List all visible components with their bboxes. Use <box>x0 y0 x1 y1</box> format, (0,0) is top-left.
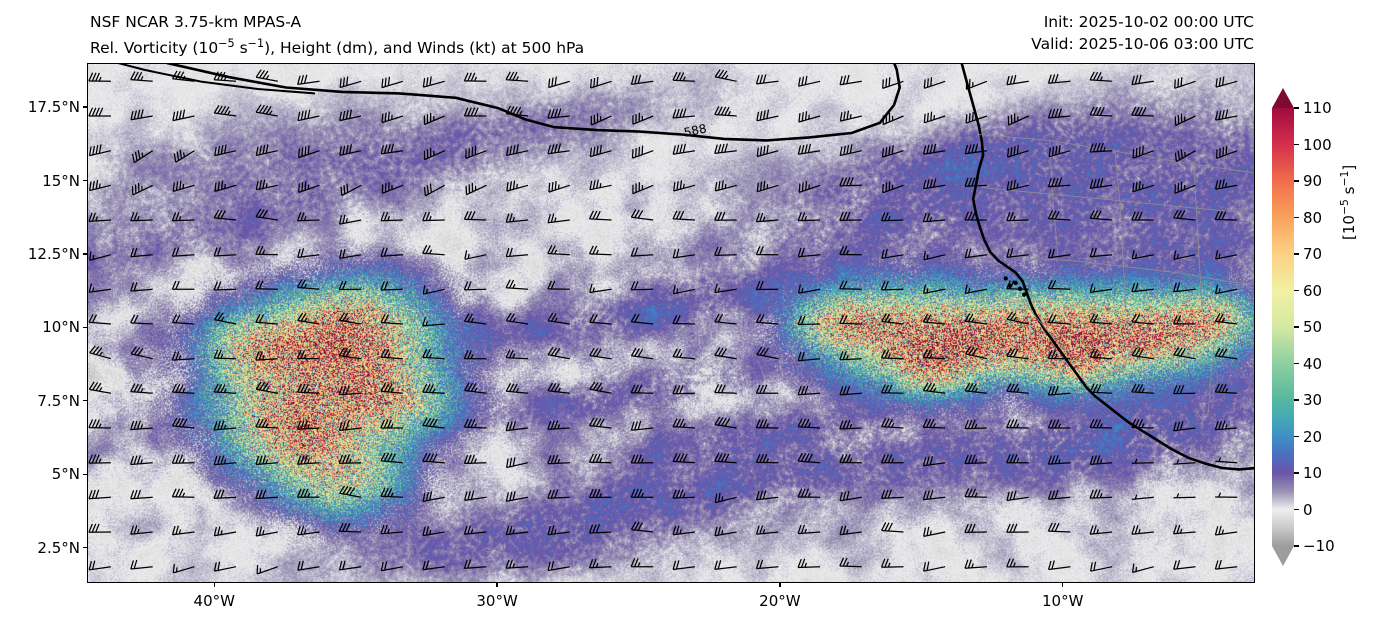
colorbar-tick-label: 0 <box>1303 500 1313 519</box>
colorbar-tick-mark <box>1294 143 1299 146</box>
colorbar-tick-label: 60 <box>1303 281 1323 300</box>
colorbar-tick-mark <box>1294 362 1299 365</box>
colorbar-tick-label: 90 <box>1303 172 1323 190</box>
y-tick-label: 7.5°N <box>37 391 80 410</box>
colorbar-tick-label: 10 <box>1303 464 1323 482</box>
colorbar-tick-mark <box>1294 180 1299 182</box>
init-time-label: Init: 2025-10-02 00:00 UTC <box>1043 13 1254 31</box>
colorbar-tick-mark <box>1294 107 1299 109</box>
y-tick-mark <box>83 473 87 475</box>
chart-title-left: NSF NCAR 3.75-km MPAS-A Rel. Vorticity (… <box>90 11 584 59</box>
x-tick-mark <box>213 583 215 587</box>
colorbar-tick-label: 30 <box>1303 391 1323 409</box>
colorbar-tick-label: 50 <box>1303 318 1323 336</box>
y-tick-label: 12.5°N <box>27 244 80 263</box>
colorbar-tick-mark <box>1294 289 1299 292</box>
x-tick-label: 30°W <box>476 592 518 610</box>
x-tick-mark <box>496 583 498 587</box>
y-tick-label: 15°N <box>42 171 80 190</box>
colorbar-tick-mark <box>1294 399 1299 401</box>
y-tick-label: 2.5°N <box>37 538 80 557</box>
y-tick-mark <box>83 547 87 549</box>
colorbar-tick-mark <box>1294 435 1299 438</box>
valid-time-label: Valid: 2025-10-06 03:00 UTC <box>1031 35 1254 53</box>
chart-title-right: Init: 2025-10-02 00:00 UTC Valid: 2025-1… <box>1031 11 1254 55</box>
colorbar-tick-label: 70 <box>1303 245 1323 263</box>
colorbar-tick-mark <box>1294 253 1299 255</box>
y-tick-label: 17.5°N <box>27 98 80 117</box>
x-tick-label: 40°W <box>193 592 235 610</box>
vorticity-shading-layer <box>88 64 1254 582</box>
colorbar-tick-label: 100 <box>1303 135 1332 154</box>
colorbar-tick-mark <box>1294 472 1299 474</box>
field-description-line: Rel. Vorticity (10−5 s−1), Height (dm), … <box>90 37 585 58</box>
map-plot-area: 588 <box>87 63 1255 583</box>
colorbar-tick-label: −10 <box>1303 537 1335 555</box>
y-tick-label: 5°N <box>51 465 80 484</box>
x-tick-label: 20°W <box>759 592 801 610</box>
colorbar-extend-min-arrow <box>1272 546 1294 566</box>
colorbar-tick-label: 40 <box>1303 354 1323 373</box>
colorbar-tick-label: 20 <box>1303 427 1323 446</box>
colorbar-tick-mark <box>1294 216 1299 219</box>
x-tick-mark <box>1062 583 1064 587</box>
colorbar-tick-mark <box>1294 326 1299 328</box>
y-tick-mark <box>83 326 87 329</box>
model-name-line: NSF NCAR 3.75-km MPAS-A <box>90 13 302 31</box>
colorbar-tick-label: 80 <box>1303 208 1323 227</box>
x-tick-label: 10°W <box>1041 592 1084 610</box>
colorbar <box>1272 88 1294 566</box>
colorbar-tick-label: 110 <box>1303 99 1332 117</box>
colorbar-gradient <box>1272 108 1294 546</box>
colorbar-tick-mark <box>1294 545 1299 547</box>
y-tick-label: 10°N <box>42 318 80 337</box>
colorbar-extend-max-arrow <box>1272 88 1294 108</box>
colorbar-axis-label: [10−5 s−1] <box>1338 164 1358 240</box>
y-tick-mark <box>83 400 87 402</box>
y-tick-mark <box>83 179 87 182</box>
y-tick-mark <box>83 253 87 255</box>
colorbar-tick-mark <box>1294 508 1299 511</box>
y-tick-mark <box>83 106 87 108</box>
x-tick-mark <box>779 583 781 587</box>
